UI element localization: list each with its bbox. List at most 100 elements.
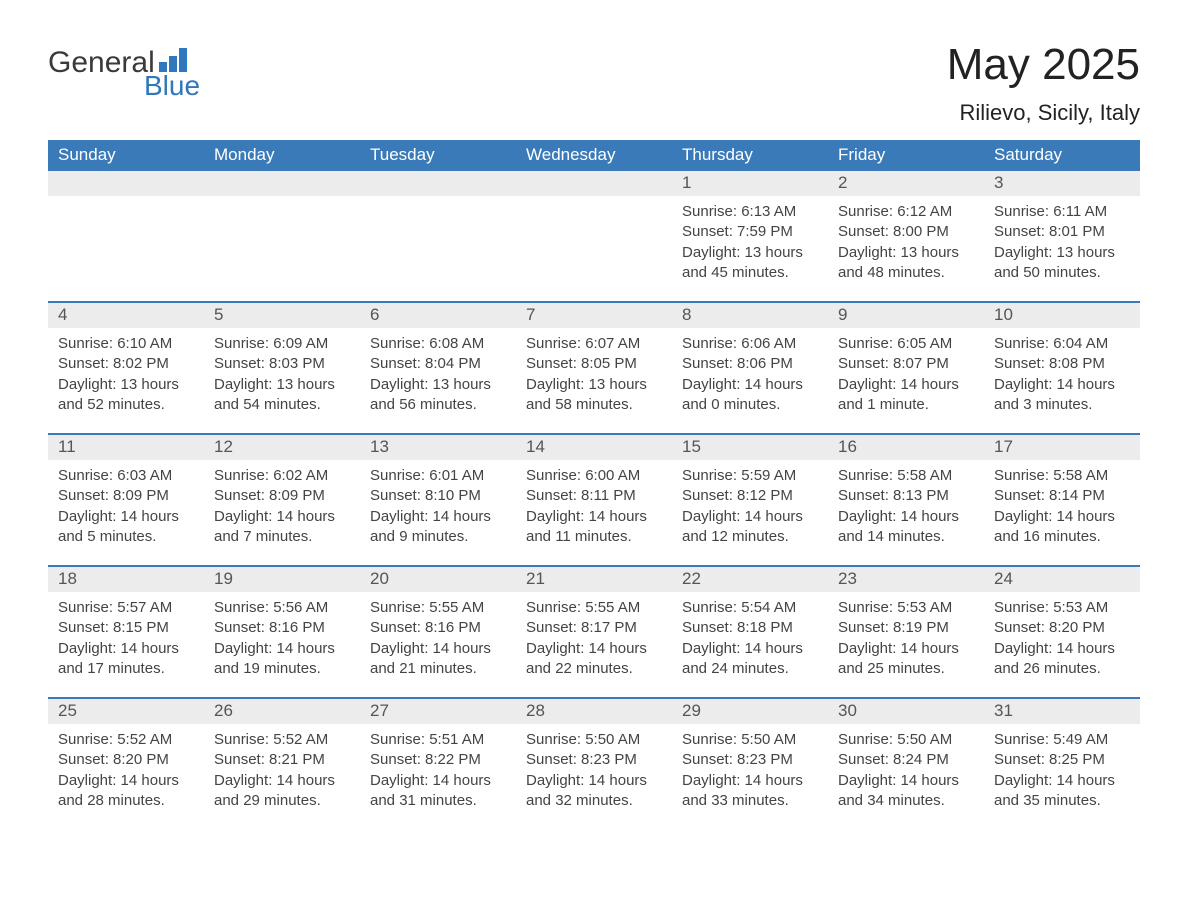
calendar-cell: 16Sunrise: 5:58 AMSunset: 8:13 PMDayligh… (828, 435, 984, 565)
day-number: 25 (48, 699, 204, 724)
daylight-text: Daylight: 14 hours and 3 minutes. (994, 375, 1130, 416)
calendar-cell: 26Sunrise: 5:52 AMSunset: 8:21 PMDayligh… (204, 699, 360, 829)
daylight-text: Daylight: 13 hours and 56 minutes. (370, 375, 506, 416)
calendar-cell: 24Sunrise: 5:53 AMSunset: 8:20 PMDayligh… (984, 567, 1140, 697)
daylight-text: Daylight: 14 hours and 33 minutes. (682, 771, 818, 812)
calendar-cell: 28Sunrise: 5:50 AMSunset: 8:23 PMDayligh… (516, 699, 672, 829)
daylight-text: Daylight: 14 hours and 35 minutes. (994, 771, 1130, 812)
day-number: 4 (48, 303, 204, 328)
day-number: 15 (672, 435, 828, 460)
daylight-text: Daylight: 14 hours and 22 minutes. (526, 639, 662, 680)
calendar-cell: 13Sunrise: 6:01 AMSunset: 8:10 PMDayligh… (360, 435, 516, 565)
calendar-cell: 15Sunrise: 5:59 AMSunset: 8:12 PMDayligh… (672, 435, 828, 565)
calendar-week: 18Sunrise: 5:57 AMSunset: 8:15 PMDayligh… (48, 565, 1140, 697)
sunset-text: Sunset: 8:03 PM (214, 354, 350, 374)
sunrise-text: Sunrise: 5:58 AM (838, 466, 974, 486)
cell-body (516, 196, 672, 210)
calendar-cell: 18Sunrise: 5:57 AMSunset: 8:15 PMDayligh… (48, 567, 204, 697)
logo-text-general: General (48, 46, 155, 80)
cell-body (204, 196, 360, 210)
sunrise-text: Sunrise: 5:54 AM (682, 598, 818, 618)
calendar-cell: 23Sunrise: 5:53 AMSunset: 8:19 PMDayligh… (828, 567, 984, 697)
daylight-text: Daylight: 14 hours and 34 minutes. (838, 771, 974, 812)
day-number: 19 (204, 567, 360, 592)
day-number: 11 (48, 435, 204, 460)
sunrise-text: Sunrise: 5:55 AM (526, 598, 662, 618)
day-number: 26 (204, 699, 360, 724)
daylight-text: Daylight: 13 hours and 50 minutes. (994, 243, 1130, 284)
cell-body: Sunrise: 6:03 AMSunset: 8:09 PMDaylight:… (48, 460, 204, 555)
cell-body: Sunrise: 5:49 AMSunset: 8:25 PMDaylight:… (984, 724, 1140, 819)
weekday-header-row: Sunday Monday Tuesday Wednesday Thursday… (48, 140, 1140, 171)
cell-body: Sunrise: 5:59 AMSunset: 8:12 PMDaylight:… (672, 460, 828, 555)
calendar-cell (516, 171, 672, 301)
sunset-text: Sunset: 8:04 PM (370, 354, 506, 374)
cell-body: Sunrise: 5:55 AMSunset: 8:17 PMDaylight:… (516, 592, 672, 687)
day-number: 20 (360, 567, 516, 592)
daylight-text: Daylight: 14 hours and 25 minutes. (838, 639, 974, 680)
daylight-text: Daylight: 14 hours and 19 minutes. (214, 639, 350, 680)
daylight-text: Daylight: 14 hours and 17 minutes. (58, 639, 194, 680)
sunrise-text: Sunrise: 5:49 AM (994, 730, 1130, 750)
cell-body: Sunrise: 5:58 AMSunset: 8:13 PMDaylight:… (828, 460, 984, 555)
sunrise-text: Sunrise: 6:09 AM (214, 334, 350, 354)
calendar-cell: 5Sunrise: 6:09 AMSunset: 8:03 PMDaylight… (204, 303, 360, 433)
day-number (204, 171, 360, 196)
sunrise-text: Sunrise: 5:55 AM (370, 598, 506, 618)
sunrise-text: Sunrise: 5:53 AM (838, 598, 974, 618)
calendar-cell: 9Sunrise: 6:05 AMSunset: 8:07 PMDaylight… (828, 303, 984, 433)
sunset-text: Sunset: 8:21 PM (214, 750, 350, 770)
sunrise-text: Sunrise: 6:08 AM (370, 334, 506, 354)
cell-body: Sunrise: 5:54 AMSunset: 8:18 PMDaylight:… (672, 592, 828, 687)
day-number: 27 (360, 699, 516, 724)
sunrise-text: Sunrise: 5:50 AM (526, 730, 662, 750)
cell-body: Sunrise: 5:58 AMSunset: 8:14 PMDaylight:… (984, 460, 1140, 555)
sunset-text: Sunset: 8:17 PM (526, 618, 662, 638)
calendar-cell: 3Sunrise: 6:11 AMSunset: 8:01 PMDaylight… (984, 171, 1140, 301)
calendar-cell: 29Sunrise: 5:50 AMSunset: 8:23 PMDayligh… (672, 699, 828, 829)
day-number: 9 (828, 303, 984, 328)
calendar-cell: 7Sunrise: 6:07 AMSunset: 8:05 PMDaylight… (516, 303, 672, 433)
sunrise-text: Sunrise: 5:59 AM (682, 466, 818, 486)
daylight-text: Daylight: 13 hours and 45 minutes. (682, 243, 818, 284)
calendar-cell: 8Sunrise: 6:06 AMSunset: 8:06 PMDaylight… (672, 303, 828, 433)
sunset-text: Sunset: 8:23 PM (526, 750, 662, 770)
calendar-cell: 25Sunrise: 5:52 AMSunset: 8:20 PMDayligh… (48, 699, 204, 829)
sunrise-text: Sunrise: 6:04 AM (994, 334, 1130, 354)
calendar-cell: 17Sunrise: 5:58 AMSunset: 8:14 PMDayligh… (984, 435, 1140, 565)
sunrise-text: Sunrise: 5:50 AM (838, 730, 974, 750)
sunset-text: Sunset: 8:07 PM (838, 354, 974, 374)
sunrise-text: Sunrise: 6:02 AM (214, 466, 350, 486)
weekday-header: Sunday (48, 140, 204, 171)
calendar: Sunday Monday Tuesday Wednesday Thursday… (48, 140, 1140, 829)
cell-body: Sunrise: 5:50 AMSunset: 8:24 PMDaylight:… (828, 724, 984, 819)
cell-body (48, 196, 204, 210)
day-number: 3 (984, 171, 1140, 196)
daylight-text: Daylight: 14 hours and 31 minutes. (370, 771, 506, 812)
cell-body: Sunrise: 6:00 AMSunset: 8:11 PMDaylight:… (516, 460, 672, 555)
weekday-header: Friday (828, 140, 984, 171)
logo: General Blue (48, 46, 200, 102)
sunrise-text: Sunrise: 6:03 AM (58, 466, 194, 486)
cell-body: Sunrise: 6:09 AMSunset: 8:03 PMDaylight:… (204, 328, 360, 423)
daylight-text: Daylight: 14 hours and 11 minutes. (526, 507, 662, 548)
day-number (360, 171, 516, 196)
day-number: 1 (672, 171, 828, 196)
sunset-text: Sunset: 8:20 PM (994, 618, 1130, 638)
day-number: 24 (984, 567, 1140, 592)
cell-body: Sunrise: 5:56 AMSunset: 8:16 PMDaylight:… (204, 592, 360, 687)
cell-body: Sunrise: 6:13 AMSunset: 7:59 PMDaylight:… (672, 196, 828, 291)
calendar-cell: 30Sunrise: 5:50 AMSunset: 8:24 PMDayligh… (828, 699, 984, 829)
sunset-text: Sunset: 8:00 PM (838, 222, 974, 242)
weekday-header: Wednesday (516, 140, 672, 171)
sunset-text: Sunset: 8:23 PM (682, 750, 818, 770)
cell-body: Sunrise: 6:01 AMSunset: 8:10 PMDaylight:… (360, 460, 516, 555)
cell-body: Sunrise: 5:51 AMSunset: 8:22 PMDaylight:… (360, 724, 516, 819)
day-number: 18 (48, 567, 204, 592)
sunrise-text: Sunrise: 6:07 AM (526, 334, 662, 354)
calendar-week: 1Sunrise: 6:13 AMSunset: 7:59 PMDaylight… (48, 171, 1140, 301)
daylight-text: Daylight: 13 hours and 52 minutes. (58, 375, 194, 416)
month-title: May 2025 (947, 40, 1140, 90)
sunrise-text: Sunrise: 6:00 AM (526, 466, 662, 486)
calendar-cell: 22Sunrise: 5:54 AMSunset: 8:18 PMDayligh… (672, 567, 828, 697)
